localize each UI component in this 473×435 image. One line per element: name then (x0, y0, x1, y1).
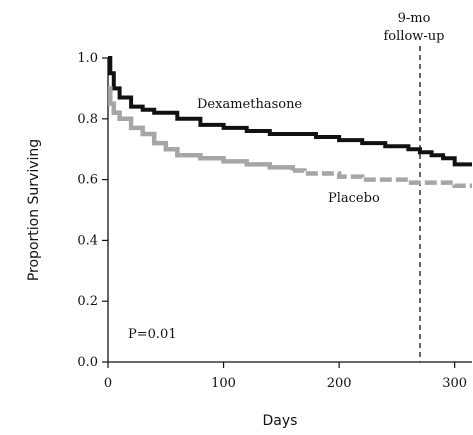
dexamethasone-curve (108, 56, 472, 167)
legend-placebo: Placebo (328, 191, 380, 206)
followup-label-line2: follow-up (384, 29, 445, 44)
x-axis-label: Days (263, 413, 298, 429)
y-tick-label: 1.0 (77, 51, 98, 66)
y-tick-label: 0.4 (77, 233, 98, 248)
x-tick-label: 0 (104, 376, 112, 391)
x-tick-label: 100 (211, 376, 236, 391)
y-tick-label: 0.2 (77, 294, 98, 309)
series-layer (108, 56, 472, 188)
annotation-layer: 9-mo follow-up P=0.01 Dexamethasone Plac… (128, 11, 445, 342)
x-tick-label: 300 (442, 376, 467, 391)
p-value-label: P=0.01 (128, 327, 177, 342)
axes: 0.0 0.2 0.4 0.6 0.8 1.0 0 100 200 300 (77, 46, 472, 391)
legend-dexamethasone: Dexamethasone (197, 97, 302, 112)
y-tick-label: 0.8 (77, 112, 98, 127)
followup-label-line1: 9-mo (398, 11, 431, 26)
y-tick-label: 0.6 (77, 173, 98, 188)
y-axis-label: Proportion Surviving (26, 139, 42, 281)
y-tick-label: 0.0 (77, 355, 98, 370)
placebo-curve-solid (108, 86, 296, 171)
placebo-curve-dashed (292, 168, 472, 188)
x-tick-label: 200 (327, 376, 352, 391)
